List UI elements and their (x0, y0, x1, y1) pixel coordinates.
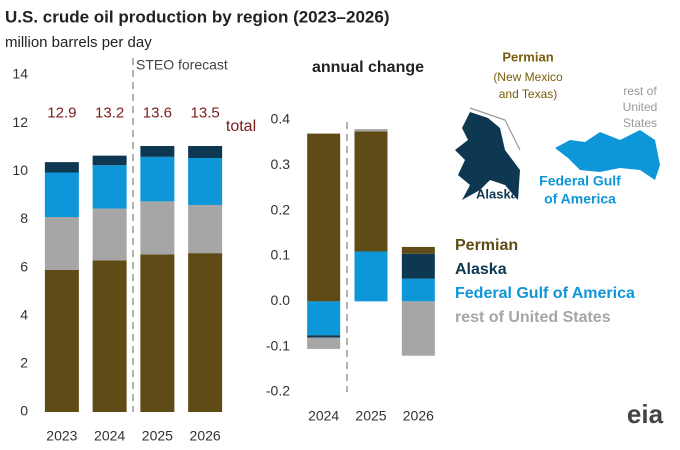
x-tick-label: 2025 (142, 428, 173, 444)
map-note: and Texas) (499, 87, 557, 101)
x-tick-label: 2026 (190, 428, 221, 444)
permian-leader (469, 107, 521, 151)
y-tick-label: 0.2 (271, 201, 291, 217)
y-tick-label: 2 (20, 355, 28, 371)
bar-segment (401, 278, 435, 302)
total-caption: total (226, 118, 256, 135)
bar-segment (401, 301, 435, 356)
y-tick-label: 6 (20, 258, 28, 274)
legend-entry: Alaska (455, 261, 507, 278)
panel-title: annual change (312, 59, 424, 76)
bar-segment (92, 260, 127, 412)
y-tick-label: 0.4 (271, 111, 291, 127)
logo: eia (627, 399, 664, 429)
y-tick-label: 8 (20, 210, 28, 226)
bar-segment (92, 165, 127, 209)
bar-segment (354, 129, 388, 132)
x-tick-label: 2025 (355, 408, 386, 424)
bar-segment (140, 146, 175, 157)
bar-segment (307, 301, 341, 336)
y-tick-label: 0.1 (271, 247, 291, 263)
y-tick-label: 14 (12, 66, 28, 82)
alaska-shape (455, 112, 520, 200)
bar-segment (354, 131, 388, 252)
map-label: Alaska (476, 186, 519, 201)
y-tick-label: 0.3 (271, 156, 291, 172)
x-tick-label: 2026 (403, 408, 434, 424)
bar-segment (140, 254, 175, 412)
chart-subtitle: million barrels per day (5, 34, 152, 51)
legend-entry: Permian (455, 237, 518, 254)
total-label: 13.5 (191, 104, 220, 121)
bar-segment (307, 335, 341, 338)
y-tick-label: -0.2 (266, 383, 290, 399)
bar-segment (401, 246, 435, 254)
x-tick-label: 2024 (94, 428, 125, 444)
y-tick-label: -0.1 (266, 337, 290, 353)
map-label: States (623, 116, 657, 130)
bar-segment (44, 172, 79, 218)
bar-segment (92, 155, 127, 166)
map-label: United (623, 100, 658, 114)
total-label: 12.9 (47, 104, 76, 121)
y-tick-label: 0.0 (271, 292, 291, 308)
bar-segment (188, 158, 223, 205)
map-label: of America (544, 191, 616, 207)
map-label: rest of (623, 84, 657, 98)
legend-entry: Federal Gulf of America (455, 285, 635, 302)
bar-segment (44, 217, 79, 270)
bar-segment (307, 337, 341, 349)
map-label: Federal Gulf (539, 173, 621, 189)
x-tick-label: 2023 (46, 428, 77, 444)
y-tick-label: 12 (12, 114, 28, 130)
chart-title: U.S. crude oil production by region (202… (5, 7, 389, 26)
bar-segment (401, 253, 435, 279)
bar-segment (44, 269, 79, 412)
total-label: 13.2 (95, 104, 124, 121)
bar-segment (44, 162, 79, 173)
bar-segment (354, 251, 388, 302)
bar-segment (188, 204, 223, 254)
map-label: Permian (502, 49, 553, 64)
map-note: (New Mexico (493, 70, 563, 84)
gulf-shape (555, 130, 660, 180)
bar-segment (140, 201, 175, 255)
x-tick-label: 2024 (308, 408, 339, 424)
y-tick-label: 4 (20, 306, 28, 322)
forecast-label: STEO forecast (136, 57, 228, 73)
bar-segment (92, 208, 127, 261)
bar-segment (188, 253, 223, 412)
bar-segment (140, 156, 175, 202)
bar-segment (188, 146, 223, 159)
legend-entry: rest of United States (455, 309, 611, 326)
total-label: 13.6 (143, 104, 172, 121)
y-tick-label: 0 (20, 403, 28, 419)
y-tick-label: 10 (12, 162, 28, 178)
bar-segment (307, 133, 341, 302)
